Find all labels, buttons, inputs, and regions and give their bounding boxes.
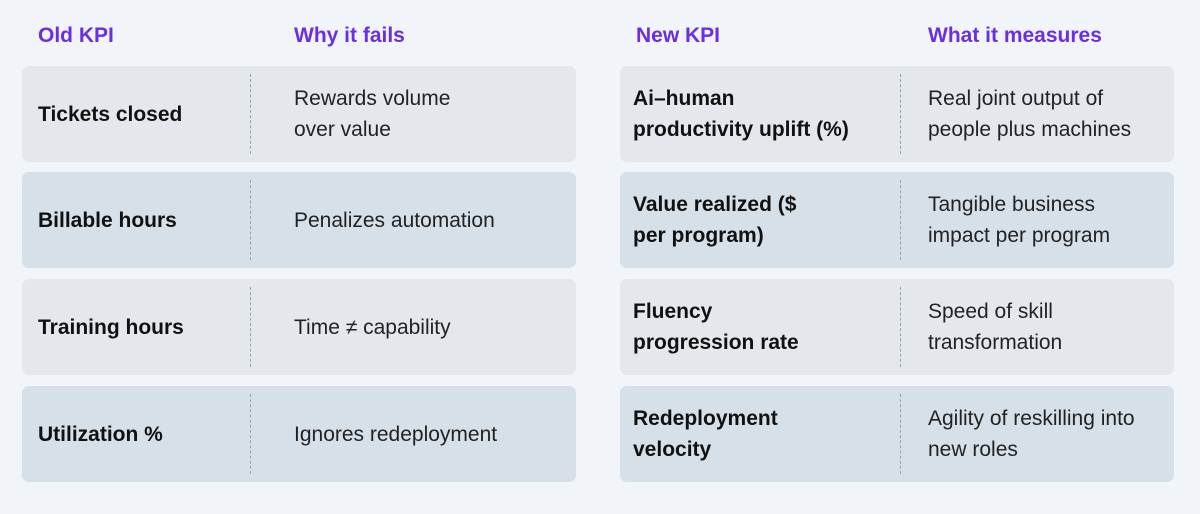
dashed-divider xyxy=(250,74,251,154)
kpi-label: Billable hours xyxy=(38,208,177,232)
measure-label: Speed of skill transformation xyxy=(928,300,1063,354)
dashed-divider xyxy=(250,287,251,367)
new-kpi-name: Fluency progression rate xyxy=(633,279,893,375)
kpi-label: Ai–human productivity uplift (%) xyxy=(633,87,849,141)
kpi-label: Redeployment velocity xyxy=(633,407,778,461)
table-row: Utilization % Ignores redeployment xyxy=(22,386,576,482)
new-kpi-table: New KPI What it measures Ai–human produc… xyxy=(620,0,1174,482)
measure-description: Tangible business impact per program xyxy=(928,172,1168,268)
table-row: Fluency progression rate Speed of skill … xyxy=(620,279,1174,375)
table-header: New KPI What it measures xyxy=(620,0,1174,66)
reason-label: Ignores redeployment xyxy=(294,422,498,446)
new-kpi-name: Ai–human productivity uplift (%) xyxy=(633,66,893,162)
measure-label: Tangible business impact per program xyxy=(928,193,1111,247)
measure-label: Real joint output of people plus machine… xyxy=(928,87,1132,141)
kpi-label: Tickets closed xyxy=(38,102,183,126)
table-row: Redeployment velocity Agility of reskill… xyxy=(620,386,1174,482)
failure-reason: Rewards volume over value xyxy=(294,66,564,162)
old-kpi-name: Utilization % xyxy=(38,386,238,482)
old-kpi-table: Old KPI Why it fails Tickets closed Rewa… xyxy=(22,0,576,482)
old-kpi-name: Training hours xyxy=(38,279,238,375)
measure-label: Agility of reskilling into new roles xyxy=(928,407,1135,461)
table-row: Tickets closed Rewards volume over value xyxy=(22,66,576,162)
dashed-divider xyxy=(900,180,901,260)
dashed-divider xyxy=(900,287,901,367)
table-row: Training hours Time ≠ capability xyxy=(22,279,576,375)
reason-label: Rewards volume over value xyxy=(294,87,451,141)
kpi-label: Utilization % xyxy=(38,422,163,446)
measure-description: Real joint output of people plus machine… xyxy=(928,66,1168,162)
new-kpi-name: Value realized ($ per program) xyxy=(633,172,893,268)
reason-label: Penalizes automation xyxy=(294,208,495,232)
failure-reason: Time ≠ capability xyxy=(294,279,564,375)
failure-reason: Penalizes automation xyxy=(294,172,564,268)
dashed-divider xyxy=(900,394,901,474)
old-kpi-name: Billable hours xyxy=(38,172,238,268)
what-it-measures-header: What it measures xyxy=(928,24,1102,47)
reason-label: Time ≠ capability xyxy=(294,315,451,339)
dashed-divider xyxy=(900,74,901,154)
kpi-label: Training hours xyxy=(38,315,184,339)
table-header: Old KPI Why it fails xyxy=(22,0,576,66)
table-row: Ai–human productivity uplift (%) Real jo… xyxy=(620,66,1174,162)
dashed-divider xyxy=(250,394,251,474)
old-kpi-header: Old KPI xyxy=(38,24,114,47)
measure-description: Agility of reskilling into new roles xyxy=(928,386,1168,482)
why-it-fails-header: Why it fails xyxy=(294,24,405,47)
kpi-label: Fluency progression rate xyxy=(633,300,799,354)
new-kpi-header: New KPI xyxy=(636,24,721,47)
measure-description: Speed of skill transformation xyxy=(928,279,1168,375)
kpi-label: Value realized ($ per program) xyxy=(633,193,797,247)
old-kpi-name: Tickets closed xyxy=(38,66,238,162)
table-row: Billable hours Penalizes automation xyxy=(22,172,576,268)
dashed-divider xyxy=(250,180,251,260)
table-row: Value realized ($ per program) Tangible … xyxy=(620,172,1174,268)
failure-reason: Ignores redeployment xyxy=(294,386,564,482)
new-kpi-name: Redeployment velocity xyxy=(633,386,893,482)
